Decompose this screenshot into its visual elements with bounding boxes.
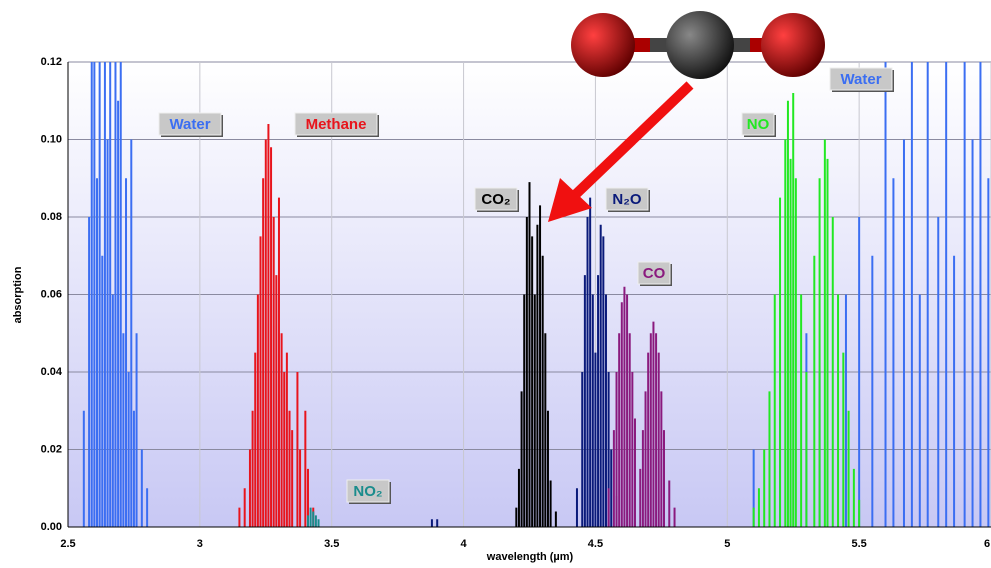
y-tick-label: 0.08 [41, 211, 62, 223]
label-box [294, 112, 378, 136]
y-tick-label: 0.00 [41, 521, 62, 533]
gas-label: N₂O [612, 191, 641, 208]
label-box [158, 112, 222, 136]
y-tick-label: 0.02 [41, 443, 62, 455]
y-axis-label: absorption [12, 266, 24, 323]
x-axis-label: wavelength (µm) [486, 551, 574, 563]
y-tick-label: 0.06 [41, 288, 62, 300]
gas-label: Methane [306, 116, 367, 133]
gas-label: NO₂ [353, 483, 382, 500]
x-tick-label: 2.5 [60, 538, 75, 550]
gas-label: Water [840, 71, 881, 88]
arrow [548, 81, 694, 222]
x-tick-label: 4 [461, 538, 468, 550]
y-tick-label: 0.10 [41, 133, 62, 145]
label-box [829, 67, 893, 91]
x-tick-label: 3.5 [324, 538, 339, 550]
y-tick-label: 0.04 [41, 366, 63, 378]
x-tick-label: 3 [197, 538, 203, 550]
x-tick-label: 6 [984, 538, 990, 550]
gas-label: Water [169, 116, 210, 133]
label-box [741, 112, 775, 136]
label-box [346, 479, 390, 503]
gas-label: CO₂ [481, 191, 510, 208]
x-tick-label: 5.5 [851, 538, 866, 550]
y-tick-label: 0.12 [41, 56, 62, 68]
x-tick-label: 5 [724, 538, 730, 550]
label-box [605, 187, 649, 211]
label-box [474, 187, 518, 211]
x-tick-label: 4.5 [588, 538, 603, 550]
label-box [637, 261, 671, 285]
gas-label: CO [643, 265, 666, 282]
gas-label: NO [747, 116, 770, 133]
molecule [571, 11, 825, 79]
